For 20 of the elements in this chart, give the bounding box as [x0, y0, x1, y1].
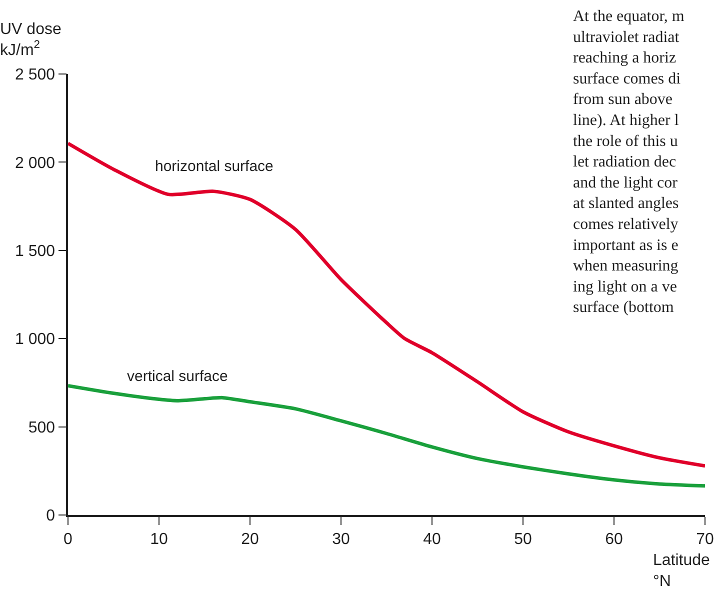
x-axis-title: Latitude °N: [653, 552, 710, 590]
x-tick-label: 10: [150, 530, 168, 548]
y-tick-label: 1 000: [15, 331, 56, 348]
y-axis-title: UV dose kJ/m$^{2}$: [0, 21, 62, 59]
series-label: horizontal surface: [155, 158, 274, 175]
line-series: [68, 384, 705, 488]
y-tick-label: 1 500: [15, 243, 56, 260]
text: At the equator, m ultraviolet radiat reaching a horiz surface comes di from sun above line). At higher l the role of this u let radiation dec and the light cor at slanted angles comes relatively important as is e when measuring ing light on a ve surface (bottom: [573, 8, 684, 316]
x-tick-label: 50: [514, 530, 532, 548]
y-tick-label: 2 000: [15, 154, 56, 172]
x-tick-label: 0: [64, 530, 73, 548]
x-tick-label: 20: [241, 530, 259, 548]
x-tick-label: 70: [696, 530, 714, 548]
y-tick-label: 2 500: [15, 66, 56, 84]
series-label: vertical surface: [127, 368, 228, 385]
x-tick-label: 30: [332, 530, 350, 548]
y-tick-label: 0: [46, 508, 56, 525]
x-tick-label: 40: [423, 530, 441, 548]
y-tick-label: 500: [28, 419, 56, 436]
x-tick-label: 60: [605, 530, 623, 548]
